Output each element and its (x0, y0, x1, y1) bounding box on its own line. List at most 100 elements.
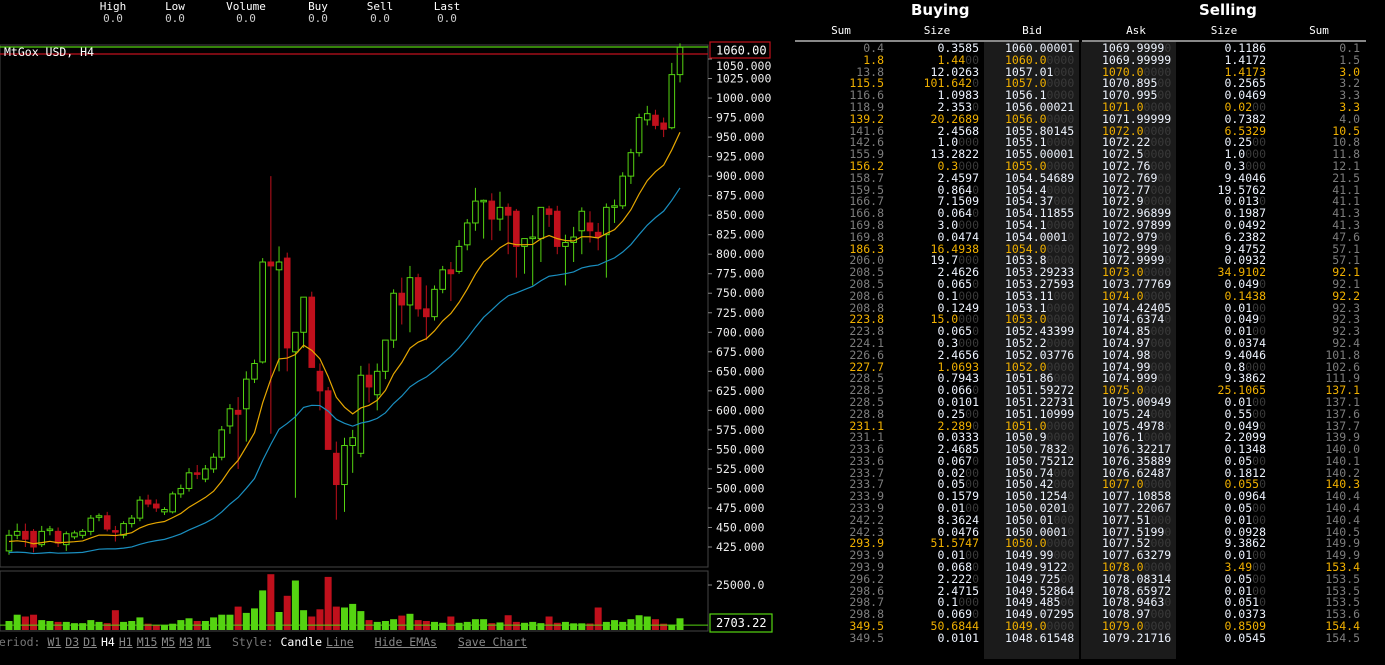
ask-row[interactable]: 1077.63279 0.0100 149.9 (1082, 549, 1367, 562)
bid-row[interactable]: 228.5 0.0101 1051.22731 (795, 396, 1079, 409)
bid-row[interactable]: 227.7 1.0693 1052.00000 (795, 361, 1079, 374)
ask-row[interactable]: 1072.99990 0.0932 57.1 (1082, 254, 1367, 267)
period-h4[interactable]: H4 (100, 635, 115, 649)
ask-row[interactable]: 1069.99999 1.4172 1.5 (1082, 54, 1367, 67)
bid-row[interactable]: 1.8 1.4400 1060.00000 (795, 54, 1079, 67)
bid-row[interactable]: 208.6 0.1000 1053.11000 (795, 290, 1079, 303)
bid-row[interactable]: 233.7 0.0200 1050.74000 (795, 467, 1079, 480)
bid-row[interactable]: 233.7 0.0500 1050.42000 (795, 479, 1079, 491)
ask-row[interactable]: 1072.00000 6.5329 10.5 (1082, 125, 1367, 138)
ask-row[interactable]: 1075.49780 0.0490 137.7 (1082, 420, 1367, 433)
ask-row[interactable]: 1072.76000 0.3000 12.1 (1082, 160, 1367, 173)
bid-row[interactable]: 231.1 0.0333 1050.90000 (795, 431, 1079, 444)
ask-row[interactable]: 1075.00000 25.1065 137.1 (1082, 384, 1367, 397)
bid-row[interactable]: 115.5 101.6420 1057.00000 (795, 77, 1079, 90)
bid-row[interactable]: 142.6 1.0000 1055.10000 (795, 136, 1079, 149)
period-d1[interactable]: D1 (83, 635, 97, 649)
ask-row[interactable]: 1071.99999 0.7382 4.0 (1082, 113, 1367, 126)
ask-row[interactable]: 1072.97899 0.0492 41.3 (1082, 219, 1367, 232)
ask-row[interactable]: 1074.42405 0.0100 92.3 (1082, 302, 1367, 315)
ask-row[interactable]: 1074.99900 9.3862 111.9 (1082, 372, 1367, 385)
ask-row[interactable]: 1077.10858 0.0964 140.4 (1082, 490, 1367, 503)
ask-row[interactable]: 1079.00000 0.8509 154.4 (1082, 620, 1367, 633)
ask-row[interactable]: 1073.77769 0.0490 92.1 (1082, 278, 1367, 291)
ask-row[interactable]: 1074.99000 0.8000 102.6 (1082, 361, 1367, 374)
ask-row[interactable]: 1074.00000 0.1438 92.2 (1082, 290, 1367, 303)
ask-row[interactable]: 1078.00000 3.4900 153.4 (1082, 561, 1367, 574)
ask-row[interactable]: 1071.00000 0.0200 3.3 (1082, 101, 1367, 114)
period-m3[interactable]: M3 (179, 635, 194, 649)
ask-row[interactable]: 1075.24000 0.5500 137.6 (1082, 408, 1367, 421)
bid-row[interactable]: 298.7 0.1000 1049.48500 (795, 597, 1079, 609)
bid-row[interactable]: 296.2 2.2220 1049.72500 (795, 573, 1079, 586)
bid-row[interactable]: 233.9 0.1579 1050.12540 (795, 490, 1079, 503)
ask-row[interactable]: 1077.22067 0.0500 140.4 (1082, 502, 1367, 515)
ask-row[interactable]: 1079.21716 0.0545 154.5 (1082, 632, 1367, 645)
ask-row[interactable]: 1077.51990 0.0928 140.5 (1082, 526, 1367, 539)
style-line[interactable]: Line (326, 635, 354, 649)
hide-emas-link[interactable]: Hide EMAs (374, 635, 437, 649)
bid-row[interactable]: 116.6 1.0983 1056.10000 (795, 89, 1079, 102)
bid-row[interactable]: 139.2 20.2689 1056.00000 (795, 113, 1079, 126)
bid-row[interactable]: 293.9 0.0100 1049.99000 (795, 549, 1079, 562)
bid-row[interactable]: 349.5 0.0101 1048.61548 (795, 632, 1079, 645)
ask-row[interactable]: 1073.00000 34.9102 92.1 (1082, 266, 1367, 279)
bid-row[interactable]: 233.6 0.0670 1050.75212 (795, 455, 1079, 468)
ask-row[interactable]: 1077.00000 0.0550 140.3 (1082, 479, 1367, 491)
bid-row[interactable]: 293.9 0.0680 1049.91220 (795, 561, 1079, 574)
ask-row[interactable]: 1077.52000 9.3862 149.9 (1082, 538, 1367, 550)
bid-row[interactable]: 223.8 0.0650 1052.43399 (795, 325, 1079, 338)
bid-row[interactable]: 298.8 0.0690 1049.07295 (795, 608, 1079, 621)
ask-row[interactable]: 1072.77000 19.5762 41.1 (1082, 184, 1367, 197)
bid-row[interactable]: 208.5 2.4626 1053.29233 (795, 266, 1079, 279)
bid-row[interactable]: 242.2 8.3624 1050.01000 (795, 514, 1079, 527)
bid-row[interactable]: 242.3 0.0476 1050.00010 (795, 526, 1079, 539)
bid-row[interactable]: 158.7 2.4597 1054.54689 (795, 172, 1079, 185)
ask-row[interactable]: 1076.35889 0.0500 140.1 (1082, 455, 1367, 468)
bid-row[interactable]: 233.9 0.0100 1050.02010 (795, 502, 1079, 515)
bid-row[interactable]: 206.0 19.7000 1053.80000 (795, 254, 1079, 267)
bid-row[interactable]: 159.5 0.8640 1054.40000 (795, 184, 1079, 197)
period-h1[interactable]: H1 (118, 635, 133, 649)
bid-row[interactable]: 231.1 2.2890 1051.00000 (795, 420, 1079, 433)
ask-row[interactable]: 1072.99900 9.4752 57.1 (1082, 243, 1367, 256)
bid-row[interactable]: 293.9 51.5747 1050.00000 (795, 538, 1079, 550)
bid-row[interactable]: 141.6 2.4568 1055.80145 (795, 125, 1079, 138)
period-m5[interactable]: M5 (161, 635, 176, 649)
bid-row[interactable]: 169.8 0.0474 1054.00010 (795, 231, 1079, 244)
period-d3[interactable]: D3 (65, 635, 80, 649)
ask-row[interactable]: 1074.97000 0.0374 92.4 (1082, 337, 1367, 350)
bid-row[interactable]: 166.7 7.1509 1054.37000 (795, 195, 1079, 208)
bid-row[interactable]: 208.5 0.0650 1053.27593 (795, 278, 1079, 291)
bid-row[interactable]: 208.8 0.1249 1053.10000 (795, 302, 1079, 315)
bid-row[interactable]: 0.4 0.3585 1060.00001 (795, 42, 1079, 55)
bid-row[interactable]: 186.3 16.4938 1054.00000 (795, 243, 1079, 256)
ask-row[interactable]: 1076.10000 2.2099 139.9 (1082, 431, 1367, 444)
ask-row[interactable]: 1072.96899 0.1987 41.3 (1082, 207, 1367, 220)
bid-row[interactable]: 233.6 2.4685 1050.78320 (795, 443, 1079, 456)
bid-row[interactable]: 228.5 0.0660 1051.59272 (795, 384, 1079, 397)
bid-row[interactable]: 169.8 3.0000 1054.10000 (795, 219, 1079, 232)
period-m1[interactable]: M1 (197, 635, 212, 649)
bid-row[interactable]: 13.8 12.0263 1057.01000 (795, 66, 1079, 79)
style-candle[interactable]: Candle (280, 635, 323, 649)
ask-row[interactable]: 1072.90000 0.0130 41.1 (1082, 195, 1367, 208)
period-w1[interactable]: W1 (47, 635, 62, 649)
ask-row[interactable]: 1069.99990 0.1186 0.1 (1082, 42, 1367, 55)
bid-row[interactable]: 118.9 2.3530 1056.00021 (795, 101, 1079, 114)
ask-row[interactable]: 1076.62487 0.1812 140.2 (1082, 467, 1367, 480)
save-chart-link[interactable]: Save Chart (457, 635, 528, 649)
ask-row[interactable]: 1072.22000 0.2500 10.8 (1082, 136, 1367, 149)
ask-row[interactable]: 1070.00000 1.4173 3.0 (1082, 66, 1367, 79)
ask-row[interactable]: 1070.99500 0.0469 3.3 (1082, 89, 1367, 102)
ask-row[interactable]: 1072.76900 9.4046 21.5 (1082, 172, 1367, 185)
ask-row[interactable]: 1074.63740 0.0490 92.3 (1082, 313, 1367, 326)
bid-row[interactable]: 166.8 0.0640 1054.11855 (795, 207, 1079, 220)
ask-row[interactable]: 1070.89500 0.2565 3.2 (1082, 77, 1367, 90)
ask-row[interactable]: 1078.94630 0.0510 153.5 (1082, 597, 1367, 609)
bid-row[interactable]: 224.1 0.3000 1052.20000 (795, 337, 1079, 350)
ask-row[interactable]: 1074.85000 0.0100 92.3 (1082, 325, 1367, 338)
ask-row[interactable]: 1072.97900 6.2382 47.6 (1082, 231, 1367, 244)
bid-row[interactable]: 298.6 2.4715 1049.52864 (795, 585, 1079, 598)
